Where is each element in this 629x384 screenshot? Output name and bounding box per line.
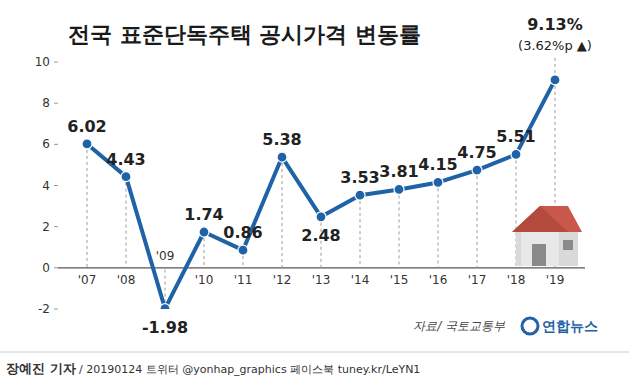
house-door	[532, 244, 546, 266]
data-point	[550, 75, 560, 85]
y-tick	[54, 309, 58, 310]
logo-text: 연합뉴스	[542, 318, 598, 334]
data-label: 6.02	[67, 117, 106, 136]
drop-line	[477, 170, 478, 268]
y-tick-label: 4	[42, 179, 50, 193]
data-label: 4.75	[457, 143, 496, 162]
x-tick-label: '17	[468, 273, 487, 287]
y-tick	[54, 185, 58, 186]
y-tick-label: -2	[38, 302, 50, 316]
title: 전국 표준단독주택 공시가격 변동률	[68, 22, 421, 47]
x-tick-label: '07	[78, 273, 97, 287]
y-tick-label: 8	[42, 96, 50, 110]
drop-line	[282, 157, 283, 268]
separator	[0, 352, 629, 353]
drop-line	[87, 144, 88, 268]
credit: 장예진 기자 / 20190124 트위터 @yonhap_graphics 페…	[6, 361, 420, 376]
y-tick-label: 0	[42, 261, 50, 275]
source: 자료/ 국토교통부	[413, 319, 506, 333]
data-point	[160, 304, 170, 309]
annotation-leader	[555, 58, 556, 74]
data-label: 4.43	[106, 150, 145, 169]
data-point	[433, 177, 443, 187]
data-label: 3.81	[379, 162, 418, 181]
data-label: 1.74	[184, 205, 223, 224]
house-roof	[512, 206, 582, 232]
x-tick-label: '11	[234, 273, 253, 287]
y-tick	[54, 103, 58, 104]
x-tick-label: '19	[546, 273, 565, 287]
house-window	[563, 240, 573, 250]
logo: 연합뉴스	[522, 318, 598, 334]
y-tick	[54, 144, 58, 145]
data-point	[511, 149, 521, 159]
x-tick-label: '16	[429, 273, 448, 287]
data-label: 4.15	[418, 155, 457, 174]
data-label: 9.13%	[527, 15, 583, 34]
data-point	[394, 184, 404, 194]
drop-line	[126, 177, 127, 268]
chart-container: 전국 표준단독주택 공시가격 변동률 -2 0 2 4 6 8 10 '07 '08 '09 '10 '…	[0, 0, 629, 384]
data-point	[199, 227, 209, 237]
y-tick-label: 2	[42, 220, 50, 234]
data-point	[238, 245, 248, 255]
x-tick-label: '10	[195, 273, 214, 287]
plot-area	[82, 75, 560, 309]
data-label: 0.86	[223, 223, 262, 242]
data-label: 2.48	[301, 226, 340, 245]
y-tick	[54, 267, 58, 268]
house-icon	[512, 206, 582, 266]
data-point	[121, 172, 131, 182]
x-tick-label: '09	[156, 249, 175, 263]
house-gable	[512, 206, 568, 232]
y-tick	[54, 62, 58, 63]
x-tick-label: '18	[507, 273, 526, 287]
y-tick	[54, 226, 58, 227]
drop-line	[360, 195, 361, 268]
y-tick-label: 6	[42, 137, 50, 151]
data-label: 5.38	[262, 130, 301, 149]
x-tick-label: '14	[351, 273, 370, 287]
x-tick-label: '13	[312, 273, 331, 287]
data-point	[277, 152, 287, 162]
data-point	[472, 165, 482, 175]
credit-info: / 20190124 트위터 @yonhap_graphics 페이스북 tun…	[76, 363, 421, 376]
drop-line	[399, 189, 400, 267]
data-point	[82, 139, 92, 149]
data-point	[316, 212, 326, 222]
chart: 전국 표준단독주택 공시가격 변동률 -2 0 2 4 6 8 10 '07 '08 '09 '10 '…	[0, 0, 629, 384]
credit-author: 장예진 기자	[6, 361, 76, 376]
data-label: 3.53	[340, 168, 379, 187]
house-front	[521, 232, 559, 266]
x-tick-label: '12	[273, 273, 292, 287]
x-tick-label: '08	[117, 273, 136, 287]
annotation: (3.62%p ▲)	[518, 38, 592, 53]
logo-icon	[522, 318, 538, 334]
data-line	[87, 80, 555, 309]
house-wall	[516, 232, 578, 266]
x-tick-label: '15	[390, 273, 409, 287]
data-label: -1.98	[142, 318, 188, 337]
y-tick-label: 10	[35, 55, 50, 69]
data-point	[355, 190, 365, 200]
data-label: 5.51	[496, 127, 535, 146]
drop-line	[438, 182, 439, 267]
